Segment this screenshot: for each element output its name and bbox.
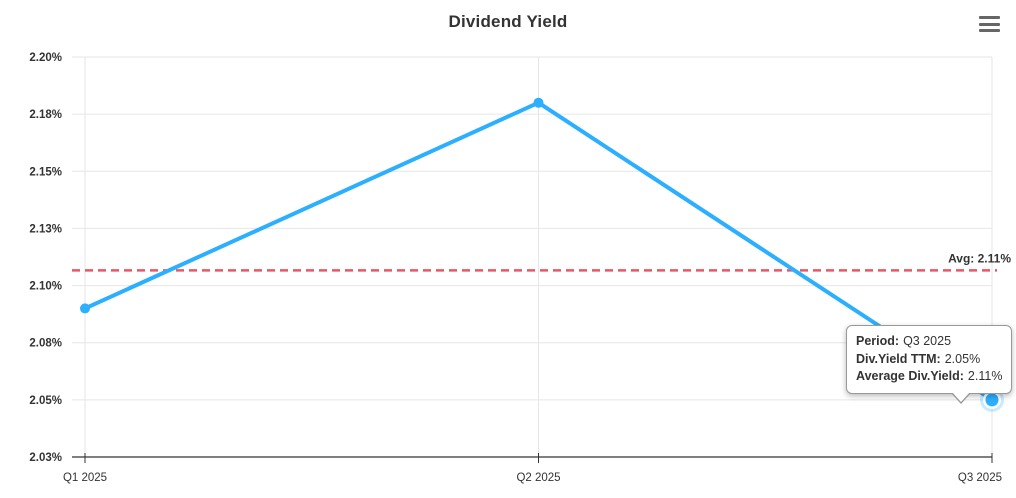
tooltip-row: Div.Yield TTM: 2.05% — [856, 351, 1002, 369]
x-axis-label: Q3 2025 — [958, 472, 1002, 484]
y-axis-label: 2.20% — [29, 52, 62, 64]
tooltip: Period: Q3 2025 Div.Yield TTM: 2.05% Avera… — [846, 325, 1013, 403]
hamburger-icon — [979, 16, 1000, 19]
data-point-q2-2025[interactable] — [533, 97, 544, 108]
tooltip-row: Period: Q3 2025 — [856, 333, 1002, 351]
data-point-q1-2025[interactable] — [80, 303, 90, 314]
tooltip-label: Div.Yield TTM: — [856, 351, 941, 366]
tooltip-value: 2.11% — [967, 369, 1003, 383]
x-axis-label: Q1 2025 — [63, 472, 107, 484]
tooltip-value: Q3 2025 — [903, 334, 952, 348]
x-axis-label: Q2 2025 — [516, 472, 560, 484]
y-axis-label: 2.05% — [29, 395, 62, 407]
tooltip-label: Period: — [856, 334, 900, 348]
y-axis-label: 2.03% — [29, 452, 62, 464]
hamburger-icon — [979, 29, 1000, 32]
data-point-q3-2025[interactable] — [985, 393, 999, 407]
tooltip-row: Average Div.Yield: 2.11% — [856, 368, 1002, 386]
y-axis-label: 2.18% — [29, 109, 62, 121]
chart-menu-button[interactable] — [979, 16, 1000, 32]
y-axis-label: 2.13% — [29, 223, 62, 235]
hamburger-icon — [979, 22, 1000, 26]
average-line-label: Avg: 2.11% — [948, 251, 1011, 265]
y-axis-label: 2.08% — [29, 338, 62, 350]
y-axis-label: 2.15% — [29, 166, 62, 178]
tooltip-value: 2.05% — [944, 351, 981, 366]
tooltip-label: Average Div.Yield: — [856, 369, 964, 383]
chart-title: Dividend Yield — [448, 12, 568, 31]
y-axis-label: 2.10% — [29, 281, 62, 293]
